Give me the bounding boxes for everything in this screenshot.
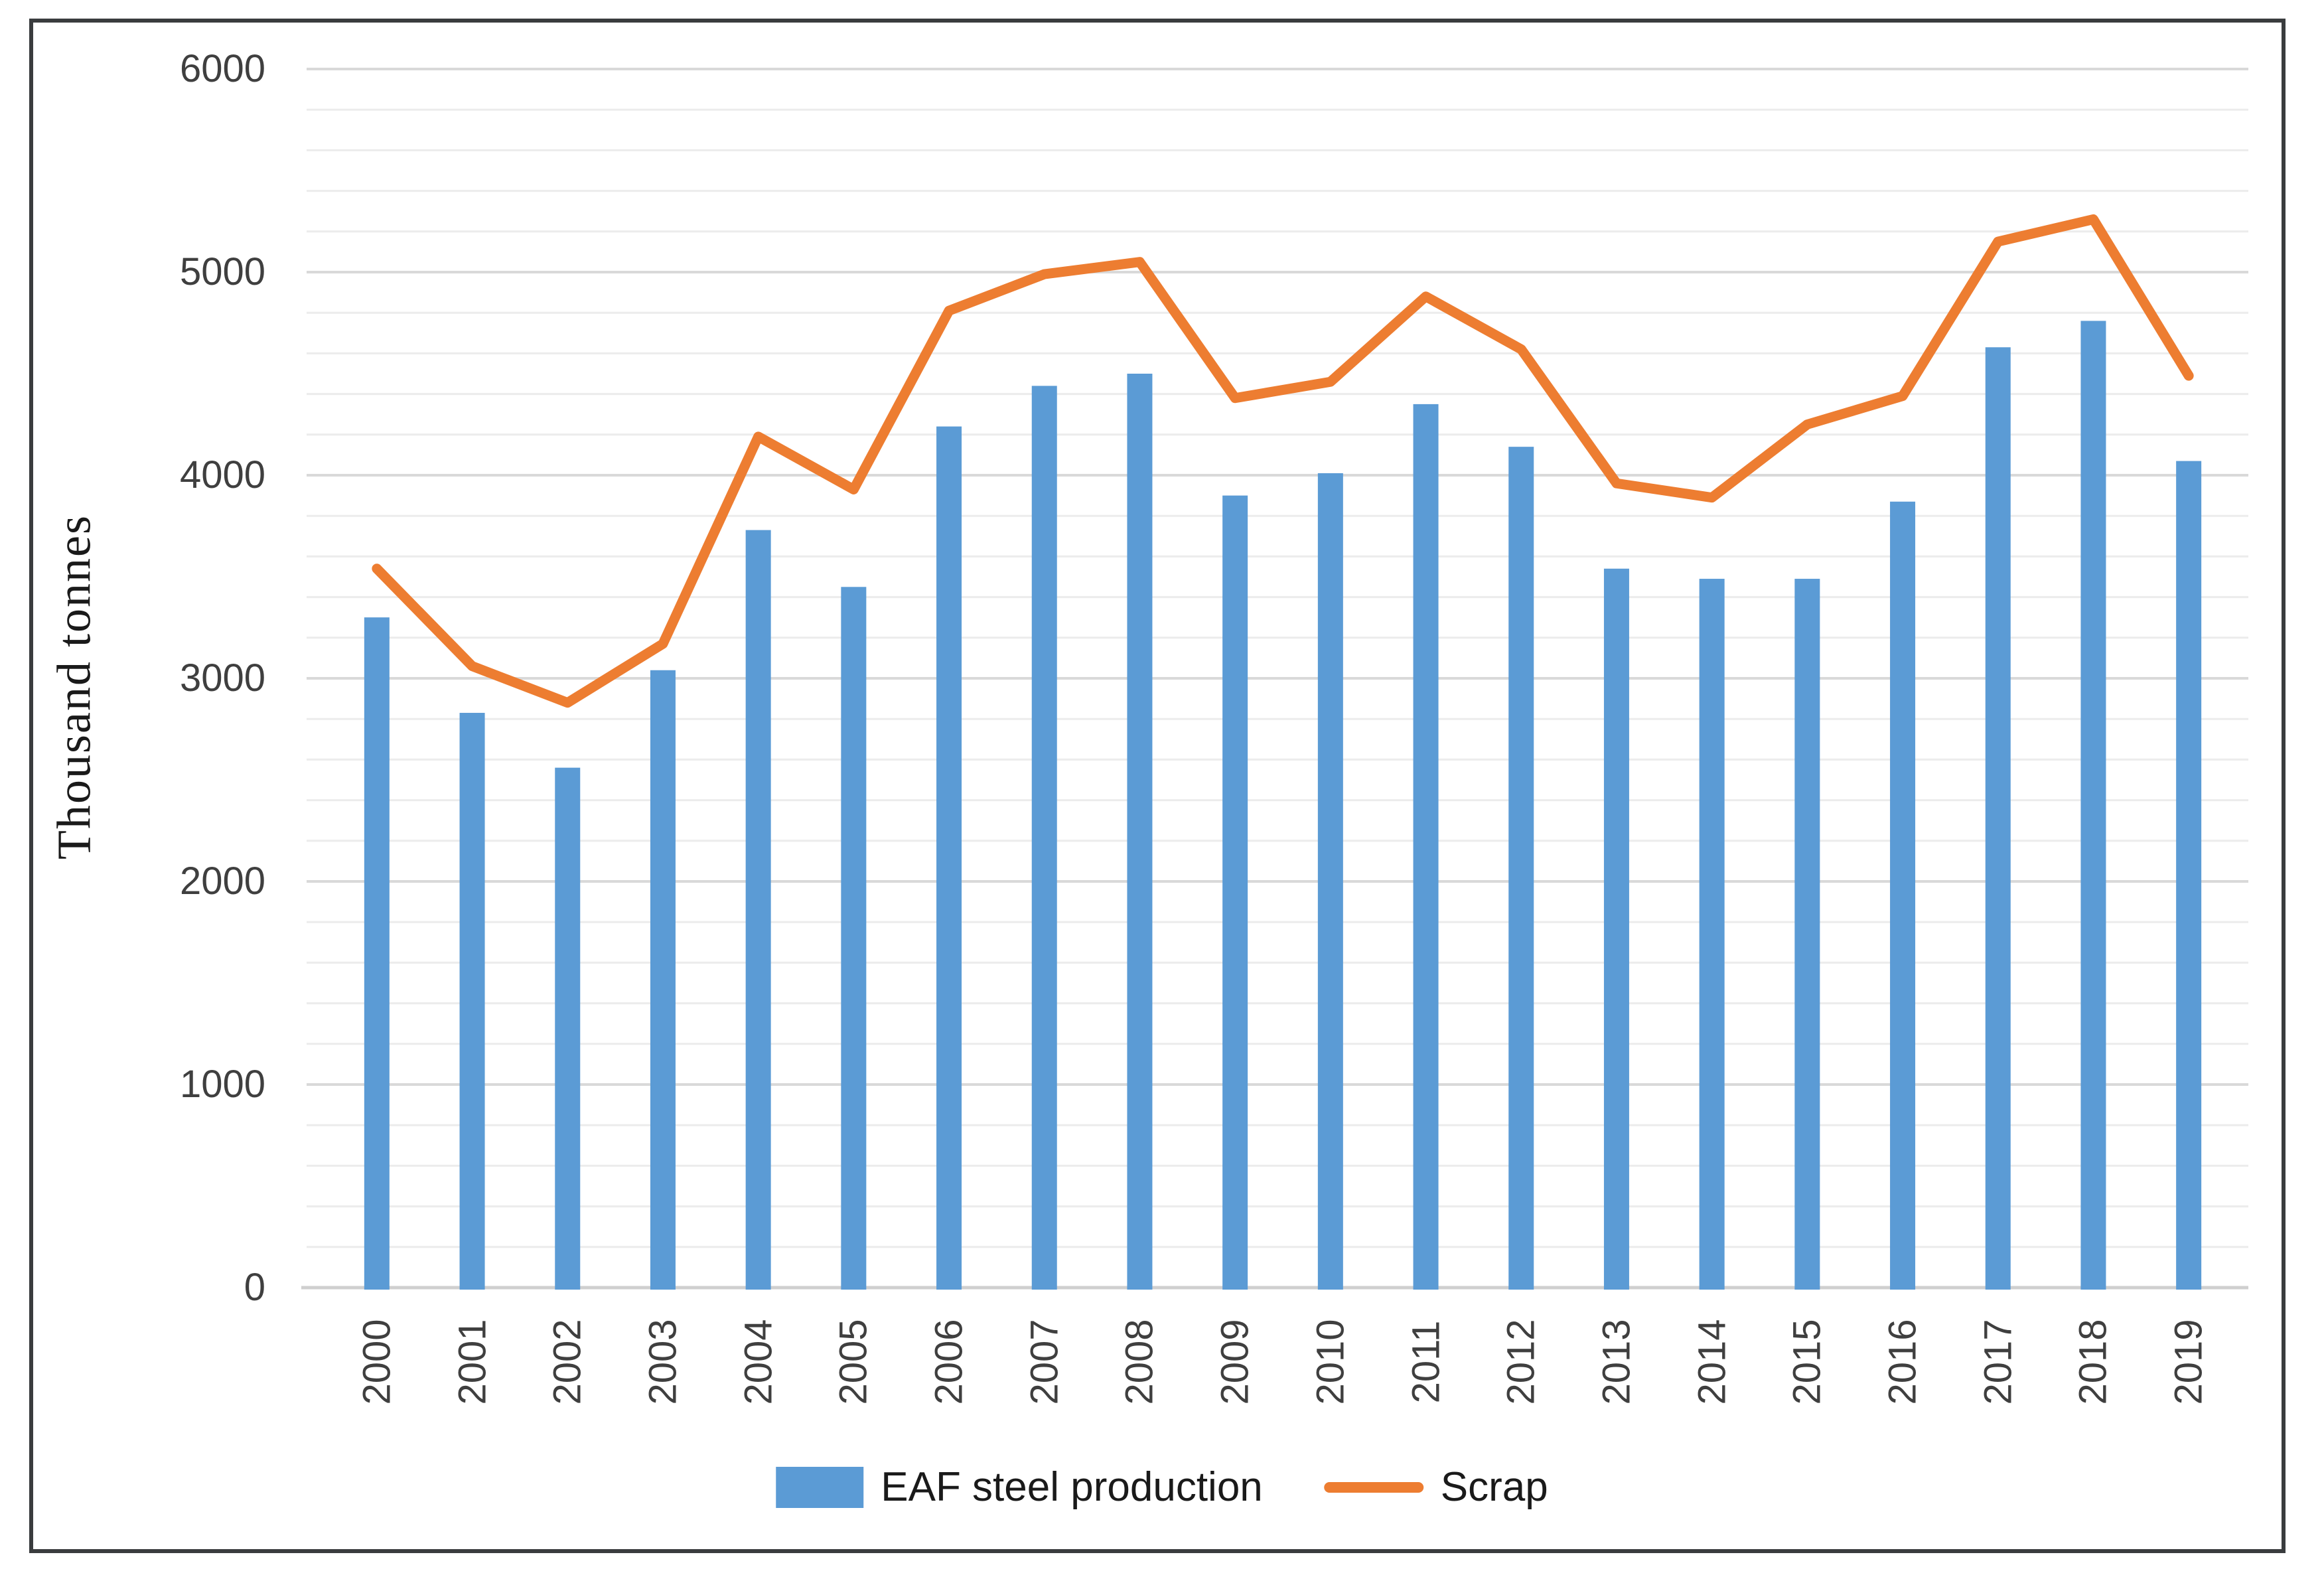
gridlines — [301, 68, 2248, 1290]
x-tick-label: 2015 — [1785, 1319, 1829, 1405]
y-tick-label: 4000 — [179, 453, 265, 496]
y-axis-title-text: Thousand tonnes — [47, 514, 101, 860]
x-tick-label: 2008 — [1118, 1319, 1161, 1405]
x-tick-label: 2009 — [1213, 1319, 1257, 1405]
x-tick-label: 2012 — [1499, 1319, 1543, 1405]
y-tick-label: 5000 — [179, 250, 265, 293]
x-tick-label: 2002 — [545, 1319, 589, 1405]
y-tick-label: 2000 — [179, 860, 265, 903]
x-tick-label: 2006 — [927, 1319, 971, 1405]
x-tick-label: 2011 — [1404, 1320, 1448, 1404]
x-tick-label: 2003 — [641, 1319, 685, 1405]
x-tick-label: 2018 — [2071, 1319, 2115, 1405]
bar-2019 — [2176, 461, 2202, 1290]
x-tick-label: 2007 — [1023, 1319, 1066, 1405]
x-tick-label: 2019 — [2167, 1319, 2211, 1405]
x-tick-label: 2000 — [355, 1319, 399, 1405]
legend: EAF steel production Scrap — [776, 1464, 1548, 1511]
bar-series — [364, 321, 2202, 1290]
bar-2012 — [1508, 447, 1534, 1290]
bar-2000 — [364, 617, 390, 1290]
scrap-line — [372, 214, 2194, 708]
bar-2013 — [1603, 568, 1629, 1290]
bar-2011 — [1413, 404, 1439, 1290]
bar-2002 — [555, 767, 581, 1290]
x-tick-label: 2004 — [737, 1319, 780, 1405]
bar-2007 — [1031, 386, 1057, 1290]
bar-2015 — [1794, 579, 1820, 1290]
x-tick-label: 2010 — [1309, 1319, 1352, 1405]
bar-2018 — [2080, 321, 2106, 1290]
bar-2003 — [650, 670, 676, 1290]
y-tick-label: 6000 — [179, 47, 265, 90]
x-tick-label: 2001 — [451, 1319, 494, 1405]
y-tick-label: 1000 — [179, 1063, 265, 1106]
bar-2004 — [745, 530, 771, 1290]
legend-line-swatch-icon — [1323, 1481, 1423, 1493]
bar-2017 — [1985, 347, 2011, 1290]
y-tick-label: 0 — [244, 1266, 265, 1309]
legend-label-scrap: Scrap — [1440, 1464, 1548, 1510]
x-tick-label: 2014 — [1690, 1319, 1734, 1405]
bar-2008 — [1127, 374, 1153, 1290]
bar-2009 — [1222, 495, 1248, 1290]
bar-2006 — [936, 426, 962, 1290]
bar-2001 — [459, 713, 485, 1290]
bar-2014 — [1699, 579, 1725, 1290]
x-tick-label: 2016 — [1881, 1319, 1925, 1405]
x-tick-label: 2017 — [1976, 1319, 2020, 1405]
bar-2016 — [1890, 501, 1916, 1290]
x-tick-label: 2013 — [1595, 1319, 1638, 1405]
legend-label-eaf: EAF steel production — [881, 1464, 1263, 1510]
line-series — [372, 214, 2194, 708]
bar-2005 — [841, 587, 867, 1290]
legend-bar-swatch-icon — [776, 1466, 864, 1508]
x-tick-label: 2005 — [832, 1319, 875, 1405]
bar-2010 — [1317, 473, 1343, 1290]
y-tick-label: 3000 — [179, 656, 265, 700]
